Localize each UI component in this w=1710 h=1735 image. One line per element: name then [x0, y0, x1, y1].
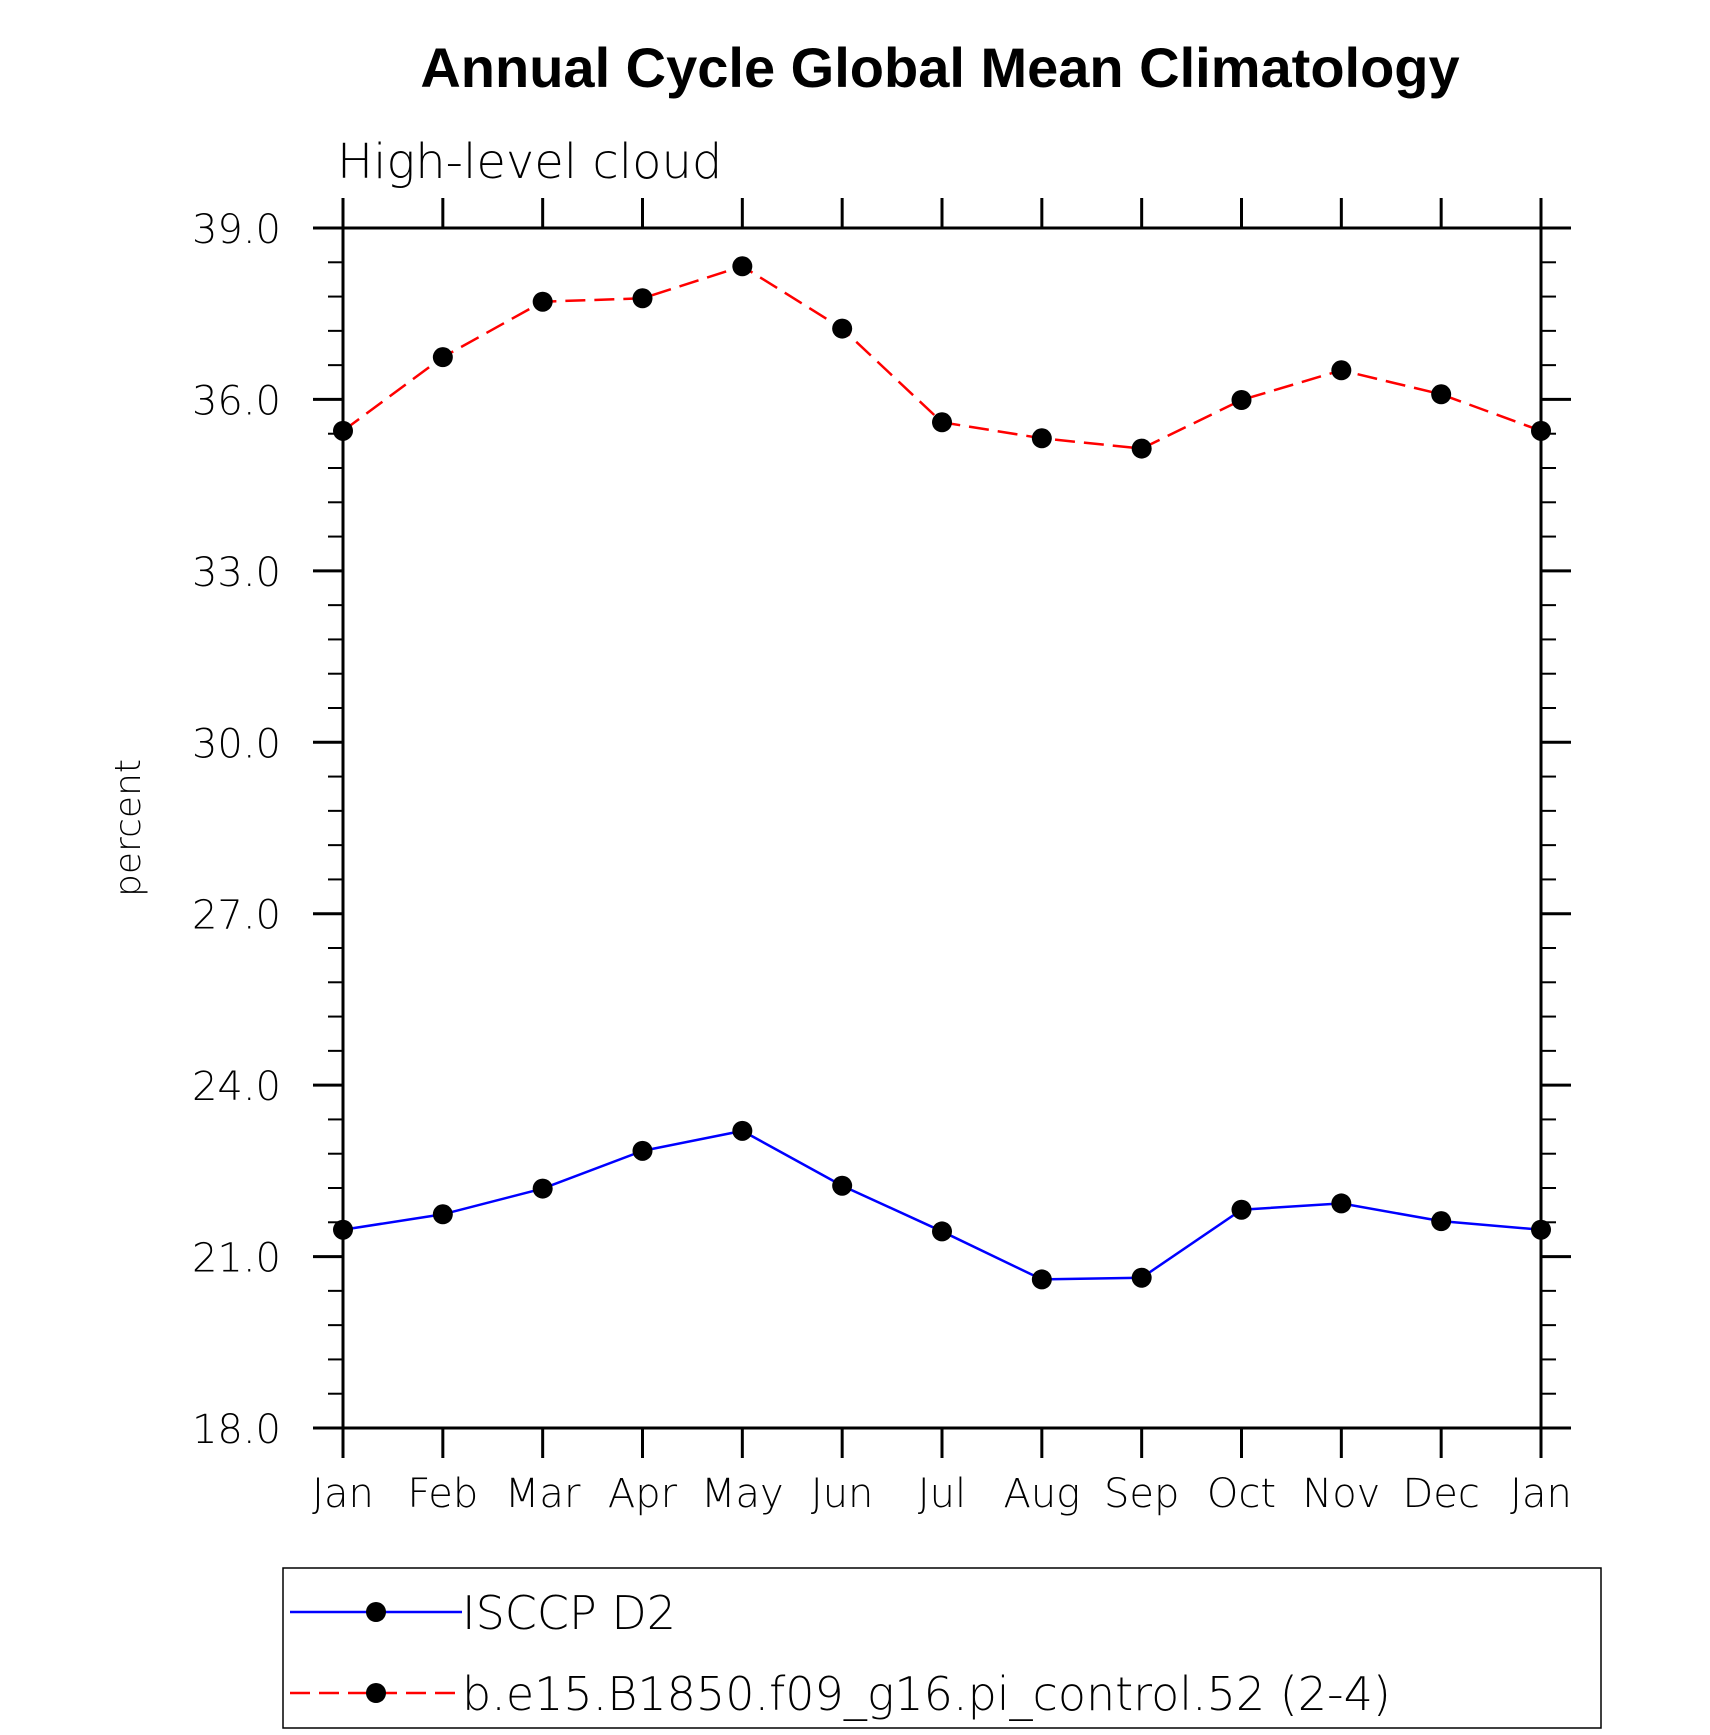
- x-tick-label: Apr: [608, 1471, 678, 1517]
- series-group: [333, 256, 1551, 1290]
- x-tick-label: Jul: [918, 1471, 966, 1517]
- y-tick-label: 18.0: [192, 1407, 281, 1453]
- x-tick-label: Mar: [505, 1471, 581, 1517]
- data-point-series-1: [932, 1221, 952, 1242]
- data-point-series-2: [1031, 428, 1052, 449]
- data-point-series-1: [1331, 1193, 1352, 1214]
- data-point-series-1: [1131, 1267, 1152, 1288]
- y-tick-label: 33.0: [192, 550, 281, 596]
- data-point-series-2: [1331, 360, 1352, 381]
- y-tick-label: 21.0: [192, 1236, 281, 1282]
- y-axis-label: percent: [108, 759, 149, 897]
- series-line-1: [342, 1129, 1542, 1281]
- x-tick-label: Dec: [1402, 1471, 1479, 1517]
- chart-title: Annual Cycle Global Mean Climatology: [420, 36, 1459, 99]
- y-tick-label: 39.0: [192, 207, 281, 253]
- data-point-series-1: [1531, 1219, 1551, 1240]
- data-point-series-1: [532, 1178, 553, 1199]
- chart-subtitle: High-level cloud: [337, 134, 722, 190]
- x-tick-label: Jan: [1510, 1471, 1572, 1517]
- data-point-series-2: [632, 288, 653, 309]
- data-point-series-1: [632, 1140, 653, 1161]
- data-point-series-2: [1431, 384, 1452, 405]
- data-point-series-2: [333, 420, 353, 441]
- legend-label-2: b.e15.B1850.f09_g16.pi_control.52 (2-4): [462, 1667, 1391, 1721]
- data-point-series-1: [1431, 1211, 1452, 1232]
- legend: ISCCP D2 b.e15.B1850.f09_g16.pi_control.5…: [282, 1567, 1602, 1729]
- legend-label-1: ISCCP D2: [462, 1586, 676, 1640]
- x-tick-label: Nov: [1302, 1471, 1380, 1517]
- plot-frame: 18.0 21.0 24.0 27.0 30.0 33.0 36.0 39.0 Jan Feb Ma…: [192, 198, 1572, 1517]
- data-point-series-1: [1231, 1199, 1252, 1220]
- legend-box: [282, 1567, 1602, 1729]
- x-tick-label: Feb: [407, 1471, 478, 1517]
- y-tick-label: 24.0: [192, 1064, 281, 1110]
- data-point-series-2: [1531, 420, 1551, 441]
- data-point-series-1: [832, 1175, 853, 1196]
- x-tick-label: Aug: [1003, 1471, 1080, 1517]
- data-point-series-1: [732, 1120, 753, 1141]
- data-point-series-2: [832, 318, 853, 339]
- x-tick-label: Jan: [312, 1471, 374, 1517]
- data-point-series-2: [1231, 390, 1252, 410]
- y-tick-label: 27.0: [192, 893, 281, 939]
- plot-border: [341, 226, 1543, 1430]
- data-point-series-2: [1131, 438, 1152, 459]
- y-tick-label: 36.0: [192, 378, 281, 424]
- x-tick-label: Sep: [1104, 1471, 1179, 1517]
- data-point-series-2: [432, 347, 453, 368]
- y-tick-label: 30.0: [192, 721, 281, 767]
- data-point-series-2: [532, 291, 553, 312]
- data-point-series-1: [333, 1219, 353, 1240]
- x-tick-label: May: [701, 1471, 784, 1517]
- legend-marker-2: [366, 1683, 386, 1703]
- data-point-series-2: [732, 256, 753, 277]
- data-point-series-2: [932, 412, 952, 433]
- data-point-series-1: [432, 1204, 453, 1225]
- x-tick-label: Jun: [811, 1471, 874, 1517]
- legend-marker-1: [366, 1602, 386, 1622]
- data-point-series-1: [1031, 1269, 1052, 1290]
- x-tick-label: Oct: [1207, 1471, 1276, 1517]
